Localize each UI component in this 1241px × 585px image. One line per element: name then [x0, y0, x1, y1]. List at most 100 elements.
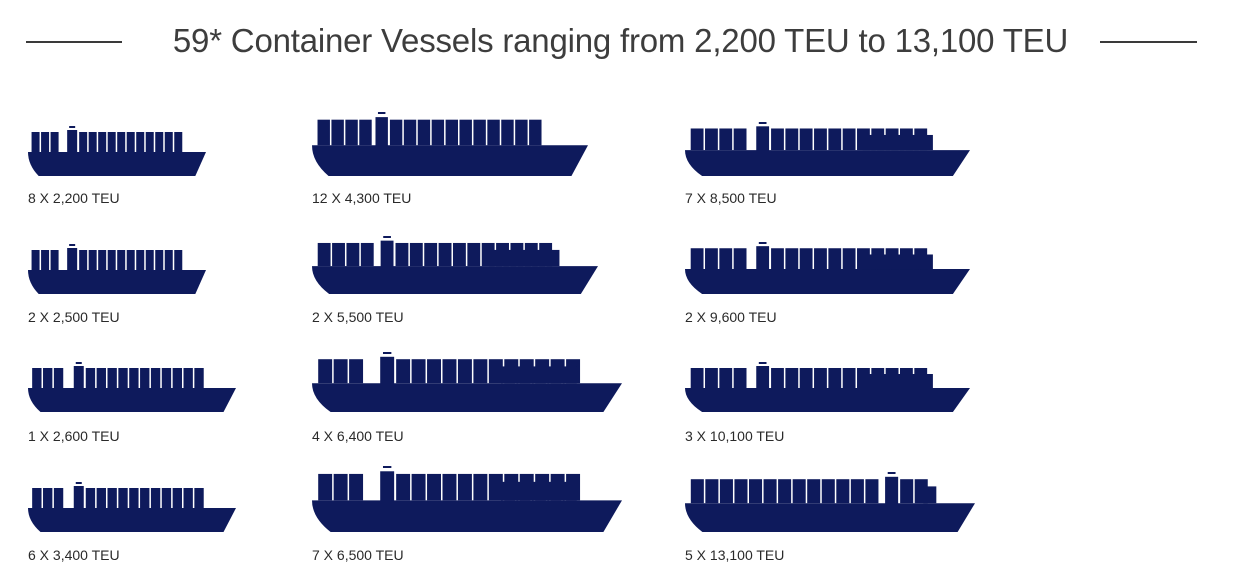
container-stack: [562, 481, 577, 501]
container-stack: [905, 254, 919, 270]
container-stack: [503, 249, 517, 267]
container-stack: [31, 250, 40, 270]
container-stack: [172, 368, 182, 388]
container-stack: [814, 368, 827, 388]
container-stack: [442, 473, 457, 501]
container-ship-icon: [28, 244, 206, 294]
container-stack: [129, 488, 139, 508]
container-stack: [98, 132, 107, 152]
container-stack: [155, 250, 164, 270]
ship-hull: [28, 508, 236, 532]
ship-bridge: [375, 117, 388, 147]
container-stack: [778, 479, 792, 504]
container-stack: [194, 368, 204, 388]
container-stack: [517, 249, 531, 267]
ship-bridge: [380, 356, 395, 385]
ship-hull: [685, 269, 970, 294]
container-stack: [118, 488, 128, 508]
container-stack: [43, 368, 53, 388]
ship-hull: [312, 383, 622, 412]
container-stack: [332, 242, 345, 267]
ship-hull: [685, 388, 970, 412]
container-stack: [140, 368, 150, 388]
container-stack: [396, 359, 411, 384]
container-stack: [719, 479, 733, 504]
container-stack: [749, 479, 763, 504]
title-rule-left: [26, 41, 122, 43]
container-stack: [842, 128, 856, 151]
container-stack: [488, 359, 503, 384]
container-stack: [862, 374, 876, 388]
vessel-label: 7 X 8,500 TEU: [685, 190, 777, 206]
container-stack: [771, 248, 784, 270]
container-stack: [53, 368, 64, 388]
container-stack: [719, 368, 733, 388]
container-stack: [877, 374, 890, 388]
container-stack: [501, 366, 515, 384]
container-stack: [489, 249, 502, 267]
ship-mast: [383, 236, 391, 238]
container-stack: [145, 132, 154, 152]
container-stack: [799, 128, 813, 151]
ship-bridge: [73, 486, 84, 509]
container-stack: [427, 359, 441, 384]
ship-bridge: [380, 471, 395, 502]
container-stack: [690, 479, 704, 504]
container-stack: [32, 368, 42, 388]
ship-mast: [382, 352, 392, 354]
ship-hull: [312, 500, 622, 532]
container-stack: [411, 473, 426, 501]
container-stack: [346, 242, 360, 267]
container-stack: [161, 368, 172, 388]
container-stack: [799, 368, 813, 388]
container-stack: [96, 368, 106, 388]
ship-bridge: [67, 248, 78, 271]
vessel-label: 3 X 10,100 TEU: [685, 428, 785, 444]
vessel-label: 12 X 4,300 TEU: [312, 190, 412, 206]
container-stack: [828, 128, 842, 151]
container-stack: [438, 242, 452, 267]
container-stack: [814, 128, 827, 151]
container-stack: [126, 250, 135, 270]
container-stack: [705, 128, 718, 151]
container-stack: [107, 132, 116, 152]
container-stack: [150, 488, 161, 508]
container-stack: [164, 250, 173, 270]
container-stack: [771, 128, 784, 151]
container-stack: [733, 128, 747, 151]
container-stack: [515, 119, 528, 146]
container-stack: [719, 248, 733, 270]
container-stack: [452, 242, 466, 267]
container-stack: [467, 242, 481, 267]
container-stack: [705, 479, 719, 504]
container-stack: [126, 132, 135, 152]
container-stack: [345, 119, 358, 146]
container-stack: [920, 374, 933, 388]
container-stack: [442, 359, 457, 384]
ship-mast: [377, 112, 386, 114]
container-ship-icon: [28, 126, 206, 176]
container-stack: [53, 488, 64, 508]
ship-mast: [69, 126, 76, 128]
ship-bridge: [756, 246, 770, 271]
container-stack: [785, 128, 799, 151]
container-stack: [690, 248, 704, 270]
container-stack: [771, 368, 784, 388]
container-stack: [50, 132, 59, 152]
container-ship-icon: [312, 466, 622, 532]
container-stack: [349, 359, 364, 384]
container-stack: [501, 481, 515, 501]
container-ship-icon: [28, 362, 236, 412]
container-stack: [85, 488, 96, 508]
container-stack: [516, 481, 531, 501]
container-stack: [842, 368, 856, 388]
container-stack: [473, 119, 486, 146]
container-stack: [529, 119, 542, 146]
container-stack: [183, 488, 193, 508]
container-stack: [488, 473, 503, 501]
ship-bridge: [380, 240, 394, 268]
container-stack: [107, 250, 116, 270]
container-ship-icon: [312, 352, 622, 412]
container-stack: [891, 134, 905, 151]
container-stack: [43, 488, 53, 508]
